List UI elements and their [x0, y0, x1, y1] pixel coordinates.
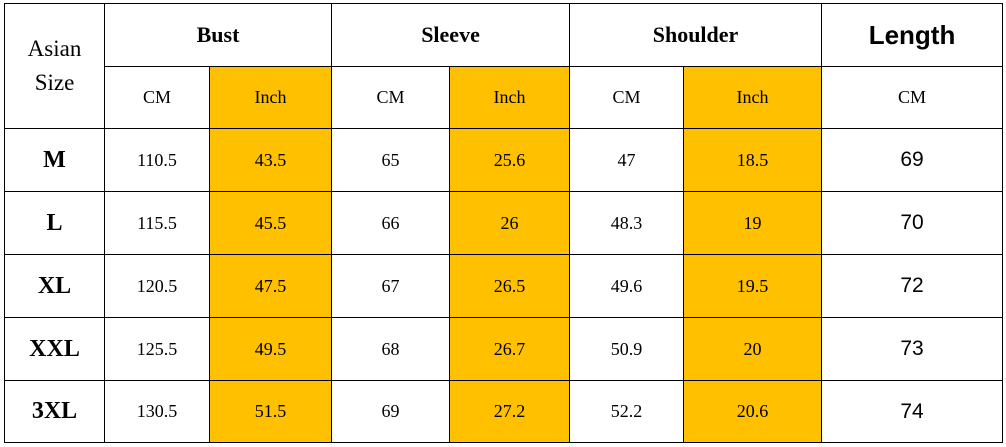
unit-header: Inch	[208, 66, 333, 129]
unit-header: CM	[104, 66, 210, 129]
value-cell: 68	[331, 317, 451, 381]
value-cell: 48.3	[569, 191, 685, 255]
size-label: XL	[4, 254, 105, 318]
size-chart: Asian Size Bust Sleeve Shoulder Length CM Inch…	[4, 3, 1004, 443]
value-cell: 47	[569, 128, 685, 192]
group-header: Sleeve	[331, 3, 571, 67]
value-cell: 26.5	[449, 254, 571, 318]
value-cell: 69	[331, 380, 451, 443]
table-row: 3XL 130.5 51.5 69 27.2 52.2 20.6 74	[4, 380, 1004, 443]
value-cell: 65	[331, 128, 451, 192]
group-header: Shoulder	[569, 3, 823, 67]
value-cell: 20	[683, 317, 823, 381]
value-cell: 72	[821, 254, 1004, 318]
value-cell: 49.5	[208, 317, 333, 381]
value-cell: 18.5	[683, 128, 823, 192]
value-cell: 51.5	[208, 380, 333, 443]
table-row: XXL 125.5 49.5 68 26.7 50.9 20 73	[4, 317, 1004, 381]
value-cell: 19	[683, 191, 823, 255]
table-row: M 110.5 43.5 65 25.6 47 18.5 69	[4, 128, 1004, 192]
value-cell: 49.6	[569, 254, 685, 318]
value-cell: 120.5	[104, 254, 210, 318]
table-row: CM Inch CM Inch CM Inch CM	[5, 66, 1004, 129]
unit-header: Inch	[683, 66, 823, 129]
unit-header: CM	[569, 66, 685, 129]
value-cell: 66	[331, 191, 451, 255]
value-cell: 19.5	[683, 254, 823, 318]
value-cell: 43.5	[208, 128, 333, 192]
size-table: Asian Size Bust Sleeve Shoulder Length CM Inch…	[4, 3, 1004, 443]
value-cell: 73	[821, 317, 1004, 381]
unit-header: CM	[821, 66, 1004, 129]
value-cell: 70	[821, 191, 1004, 255]
value-cell: 130.5	[104, 380, 210, 443]
value-cell: 125.5	[104, 317, 210, 381]
size-label: L	[4, 191, 105, 255]
value-cell: 26	[449, 191, 571, 255]
unit-header: Inch	[449, 66, 571, 129]
value-cell: 27.2	[449, 380, 571, 443]
table-row: Asian Size Bust Sleeve Shoulder Length	[4, 3, 1004, 129]
value-cell: 26.7	[449, 317, 571, 381]
value-cell: 52.2	[569, 380, 685, 443]
value-cell: 69	[821, 128, 1004, 192]
value-cell: 67	[331, 254, 451, 318]
corner-header: Asian Size	[4, 3, 105, 129]
table-row: L 115.5 45.5 66 26 48.3 19 70	[4, 191, 1004, 255]
value-cell: 25.6	[449, 128, 571, 192]
table-row: XL 120.5 47.5 67 26.5 49.6 19.5 72	[4, 254, 1004, 318]
value-cell: 45.5	[208, 191, 333, 255]
corner-text: Asian Size	[27, 36, 82, 95]
value-cell: 74	[821, 380, 1004, 443]
value-cell: 20.6	[683, 380, 823, 443]
value-cell: 115.5	[104, 191, 210, 255]
size-label: 3XL	[4, 380, 105, 443]
size-label: M	[4, 128, 105, 192]
group-header: Bust	[103, 3, 333, 67]
unit-header: CM	[331, 66, 451, 129]
value-cell: 110.5	[104, 128, 210, 192]
group-header: Length	[821, 3, 1004, 67]
size-label: XXL	[4, 317, 105, 381]
value-cell: 47.5	[208, 254, 333, 318]
value-cell: 50.9	[569, 317, 685, 381]
